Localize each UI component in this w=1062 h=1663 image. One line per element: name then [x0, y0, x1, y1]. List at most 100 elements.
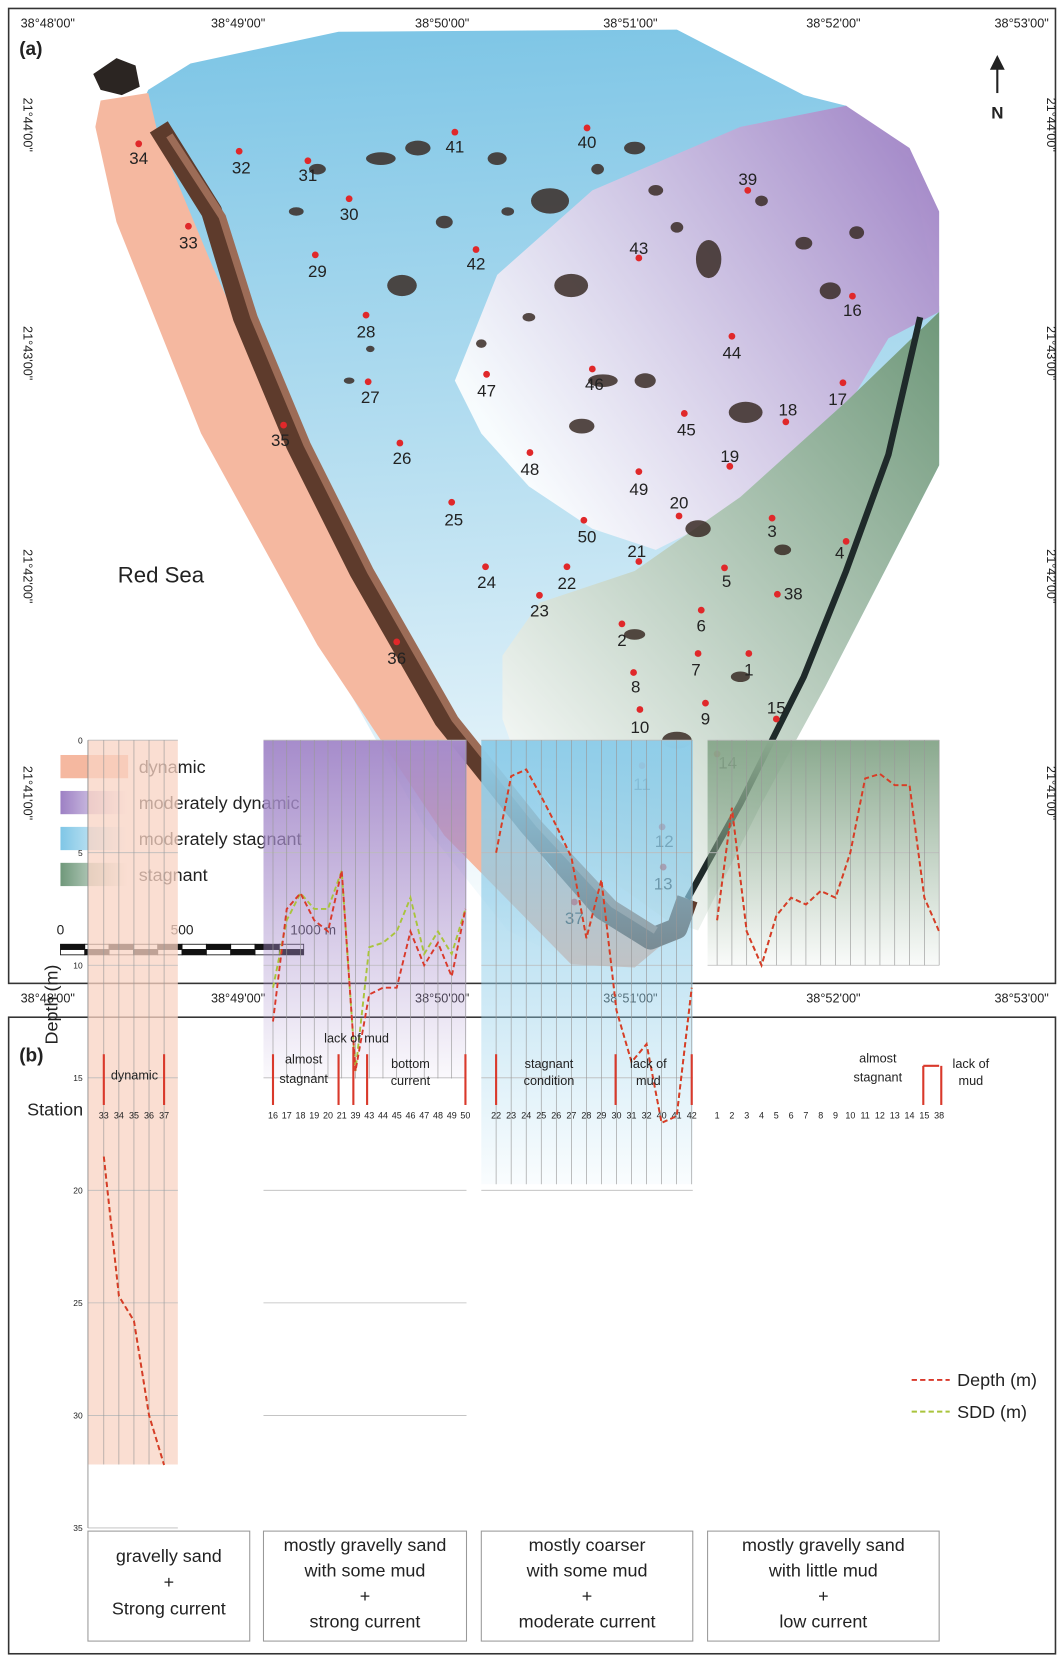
station-label: 48 — [521, 460, 540, 479]
station-dot — [745, 650, 752, 657]
reef — [501, 207, 514, 215]
station-label: 46 — [585, 375, 604, 394]
annotation: almost — [859, 1052, 897, 1066]
x-tick-label: 44 — [378, 1111, 388, 1121]
station-label: 17 — [828, 390, 847, 409]
reef — [531, 188, 569, 213]
scale-seg — [231, 944, 255, 949]
annotation: almost — [285, 1053, 323, 1067]
station-dot — [721, 564, 728, 571]
reef — [755, 196, 768, 207]
station-label: 25 — [444, 511, 463, 530]
x-tick-label: 14 — [905, 1111, 915, 1121]
annotation: stagnant — [525, 1057, 574, 1071]
x-tick-label: 47 — [419, 1111, 429, 1121]
lat-label: 21°44'00" — [20, 98, 34, 152]
station-label: 31 — [298, 166, 317, 185]
station-dot — [584, 125, 591, 132]
station-label: 10 — [631, 718, 650, 737]
reef — [795, 237, 812, 250]
scale-seg — [182, 950, 206, 955]
x-tick-label: 11 — [860, 1111, 869, 1121]
station-label: 47 — [477, 382, 496, 401]
station-label: 34 — [129, 149, 148, 168]
x-tick-label: 36 — [144, 1111, 154, 1121]
station-label: 39 — [738, 170, 757, 189]
x-tick-label: 7 — [803, 1111, 808, 1121]
note-text: gravelly sand — [116, 1546, 222, 1566]
station-label: 45 — [677, 421, 696, 440]
reef — [476, 339, 487, 347]
reef — [523, 313, 536, 321]
x-tick-label: 25 — [536, 1111, 546, 1121]
reef — [696, 240, 721, 278]
station-dot — [236, 148, 243, 155]
x-tick-label: 4 — [759, 1111, 764, 1121]
station-label: 22 — [558, 574, 577, 593]
note-text: mostly coarser — [529, 1535, 646, 1555]
note-text: + — [164, 1572, 175, 1592]
x-tick-label: 21 — [337, 1111, 347, 1121]
lat-label: 21°41'00" — [20, 766, 34, 820]
lon-label: 38°53'00" — [994, 991, 1048, 1005]
lon-label: 38°49'00" — [211, 991, 265, 1005]
station-dot — [473, 246, 480, 253]
x-tick-label: 2 — [729, 1111, 734, 1121]
annotation: bottom — [391, 1057, 430, 1071]
x-tick-label: 20 — [323, 1111, 333, 1121]
y-tick-label: 0 — [78, 735, 83, 745]
station-dot — [589, 366, 596, 373]
station-label: 1 — [744, 661, 753, 680]
x-tick-label: 38 — [934, 1111, 944, 1121]
reef — [554, 274, 588, 297]
station-dot — [695, 650, 702, 657]
note-text: + — [360, 1586, 370, 1606]
reef — [591, 164, 604, 175]
station-dot — [536, 592, 543, 599]
reef — [289, 207, 304, 215]
station-label: 44 — [722, 343, 741, 362]
station-label: 5 — [722, 572, 731, 591]
x-tick-label: 37 — [159, 1111, 169, 1121]
station-dot — [702, 700, 709, 707]
north-label: N — [991, 103, 1003, 122]
station-label: 35 — [271, 431, 290, 450]
station-label: 19 — [720, 447, 739, 466]
station-dot — [312, 251, 319, 258]
lon-label: 38°52'00" — [806, 991, 860, 1005]
note-text: strong current — [310, 1611, 421, 1631]
station-label: 43 — [629, 239, 648, 258]
lat-label: 21°42'00" — [20, 549, 34, 603]
station-label: 4 — [835, 543, 844, 562]
reef — [488, 152, 507, 165]
lat-label: 21°44'00" — [1044, 98, 1058, 152]
x-tick-label: 17 — [282, 1111, 292, 1121]
note-text: moderate current — [519, 1611, 656, 1631]
station-dot — [637, 706, 644, 713]
annotation: mud — [959, 1074, 984, 1088]
y-tick-label: 5 — [78, 848, 83, 858]
scale-seg — [206, 950, 230, 955]
station-label: 32 — [232, 158, 251, 177]
panel-label: (a) — [19, 39, 42, 60]
x-tick-label: 32 — [642, 1111, 652, 1121]
station-dot — [135, 140, 142, 147]
station-dot — [451, 129, 458, 136]
station-label: 15 — [767, 699, 786, 718]
x-tick-label: 16 — [268, 1111, 278, 1121]
legend-label: Depth (m) — [957, 1370, 1037, 1390]
x-tick-label: 48 — [433, 1111, 443, 1121]
station-dot — [346, 195, 353, 202]
station-label: 33 — [179, 233, 198, 252]
x-tick-label: 49 — [447, 1111, 457, 1121]
figure: (a)38°48'00"38°49'00"38°50'00"38°51'00"3… — [0, 0, 1062, 1658]
scale-seg — [60, 944, 84, 949]
station-dot — [363, 312, 370, 319]
reef — [436, 216, 453, 229]
depth-shade — [263, 740, 466, 1078]
station-dot — [676, 513, 683, 520]
reef — [635, 373, 656, 388]
x-tick-label: 34 — [114, 1111, 124, 1121]
x-tick-label: 26 — [551, 1111, 561, 1121]
station-label: 26 — [393, 449, 412, 468]
